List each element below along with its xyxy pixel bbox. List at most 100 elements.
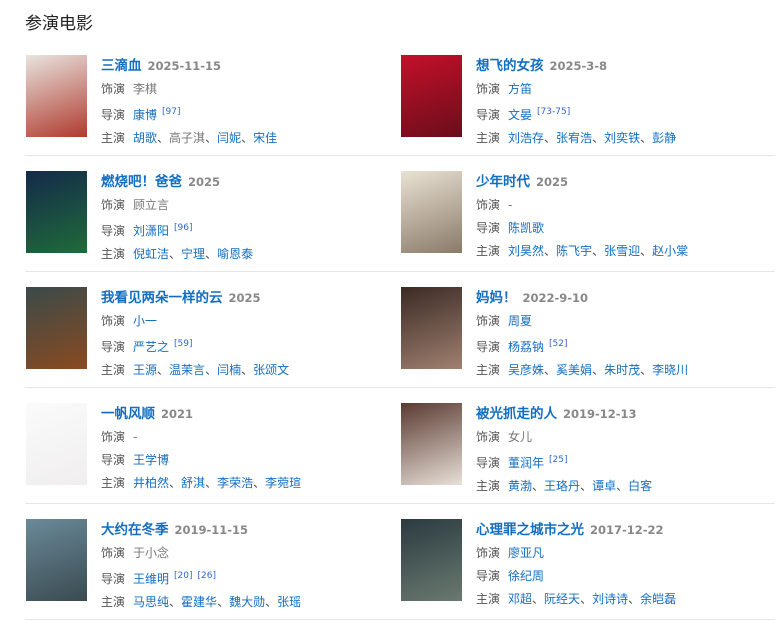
- cast-member[interactable]: 余皑磊: [640, 592, 677, 606]
- cast-member[interactable]: 白客: [628, 479, 653, 493]
- director-link[interactable]: 刘潇阳: [133, 224, 170, 238]
- cast-member[interactable]: 李菀瑄: [265, 476, 302, 490]
- director-link[interactable]: 徐纪周: [508, 569, 545, 583]
- reference-link[interactable]: [20]: [174, 571, 193, 581]
- movie-title[interactable]: 大约在冬季: [101, 522, 169, 538]
- cast-member[interactable]: 黄渤: [508, 479, 533, 493]
- cast-member[interactable]: 陈飞宇: [556, 244, 593, 258]
- cast-member[interactable]: 喻恩泰: [217, 247, 254, 261]
- movie-title[interactable]: 我看见两朵一样的云: [101, 290, 223, 306]
- movie-title[interactable]: 少年时代: [476, 174, 530, 190]
- cast-member[interactable]: 宋佳: [253, 131, 278, 145]
- role-name[interactable]: 小一: [133, 314, 158, 328]
- role-name[interactable]: 周夏: [508, 314, 533, 328]
- cast-member[interactable]: 马思纯: [133, 595, 170, 609]
- director-label: 导演: [476, 569, 501, 583]
- cast-label: 主演: [476, 131, 501, 145]
- reference-link[interactable]: [97]: [162, 107, 181, 117]
- cast-member[interactable]: 谭卓: [592, 479, 617, 493]
- movie-title[interactable]: 心理罪之城市之光: [476, 522, 584, 538]
- cast-member[interactable]: 张雪迎: [604, 244, 641, 258]
- movie-card: 三滴血 2025-11-15 饰演 李棋 导演 康博 [97] 主演 胡歌、高子淇、闫妮、…: [25, 40, 400, 156]
- cast-member[interactable]: 彭静: [652, 131, 677, 145]
- cast-member[interactable]: 李晓川: [652, 363, 689, 377]
- director-link[interactable]: 杨荔钠: [508, 340, 545, 354]
- cast-member[interactable]: 闫妮: [217, 131, 242, 145]
- movie-poster[interactable]: [26, 287, 87, 369]
- movie-poster[interactable]: [401, 519, 462, 601]
- movie-poster[interactable]: [401, 55, 462, 137]
- role-label: 饰演: [476, 430, 501, 444]
- director-label: 导演: [101, 572, 126, 586]
- cast-member[interactable]: 霍建华: [181, 595, 218, 609]
- separator: 、: [265, 595, 278, 609]
- movie-poster[interactable]: [401, 403, 462, 485]
- director-link[interactable]: 陈凯歌: [508, 221, 545, 235]
- reference-link[interactable]: [26]: [197, 571, 216, 581]
- cast-member[interactable]: 胡歌: [133, 131, 158, 145]
- movie-poster[interactable]: [401, 171, 462, 253]
- release-date: 2019-12-13: [563, 407, 637, 421]
- cast-member[interactable]: 李荣浩: [217, 476, 254, 490]
- reference-link[interactable]: [25]: [549, 455, 568, 465]
- cast-member[interactable]: 朱时茂: [604, 363, 641, 377]
- cast-member[interactable]: 倪虹洁: [133, 247, 170, 261]
- role-label: 饰演: [476, 546, 501, 560]
- cast-member[interactable]: 张宥浩: [556, 131, 593, 145]
- cast-member[interactable]: 王珞丹: [544, 479, 581, 493]
- cast-member[interactable]: 宁理: [181, 247, 206, 261]
- reference-link[interactable]: [52]: [549, 339, 568, 349]
- reference-link[interactable]: [96]: [174, 223, 193, 233]
- release-date: 2017-12-22: [590, 523, 664, 537]
- separator: 、: [532, 479, 545, 493]
- director-link[interactable]: 康博: [133, 108, 158, 122]
- movie-title[interactable]: 妈妈！: [476, 290, 517, 306]
- movie-card: 燃烧吧！爸爸 2025 饰演 顾立言 导演 刘潇阳 [96] 主演 倪虹洁、宁理、喻恩泰: [25, 156, 400, 272]
- role-name[interactable]: 廖亚凡: [508, 546, 545, 560]
- movie-title[interactable]: 三滴血: [101, 58, 142, 74]
- director-link[interactable]: 王维明: [133, 572, 170, 586]
- cast-member[interactable]: 张瑶: [277, 595, 302, 609]
- director-link[interactable]: 董润年: [508, 456, 545, 470]
- reference-link[interactable]: [59]: [174, 339, 193, 349]
- role-name[interactable]: 方笛: [508, 82, 533, 96]
- reference-link[interactable]: [73-75]: [537, 107, 571, 117]
- cast-member[interactable]: 邓超: [508, 592, 533, 606]
- movie-title[interactable]: 被光抓走的人: [476, 406, 557, 422]
- movie-poster[interactable]: [26, 171, 87, 253]
- movie-poster[interactable]: [26, 403, 87, 485]
- cast-member[interactable]: 刘浩存: [508, 131, 545, 145]
- cast-member[interactable]: 王源: [133, 363, 158, 377]
- director-label: 导演: [101, 224, 126, 238]
- separator: 、: [157, 363, 170, 377]
- movie-title[interactable]: 想飞的女孩: [476, 58, 544, 74]
- cast-member[interactable]: 吴彦姝: [508, 363, 545, 377]
- movie-card: 我看见两朵一样的云 2025 饰演 小一 导演 严艺之 [59] 主演 王源、温茉言、闫楠…: [25, 272, 400, 388]
- cast-member[interactable]: 刘诗诗: [592, 592, 629, 606]
- movie-poster[interactable]: [401, 287, 462, 369]
- cast-member[interactable]: 张颂文: [253, 363, 290, 377]
- movie-title[interactable]: 燃烧吧！爸爸: [101, 174, 182, 190]
- separator: 、: [580, 479, 593, 493]
- director-link[interactable]: 王学博: [133, 453, 170, 467]
- cast-member[interactable]: 奚美娟: [556, 363, 593, 377]
- role-name: 于小念: [133, 546, 170, 560]
- cast-member[interactable]: 魏大勋: [229, 595, 266, 609]
- cast-member[interactable]: 阮经天: [544, 592, 581, 606]
- movie-poster[interactable]: [26, 55, 87, 137]
- separator: 、: [241, 363, 254, 377]
- cast-member[interactable]: 赵小棠: [652, 244, 689, 258]
- movie-poster[interactable]: [26, 519, 87, 601]
- cast-member[interactable]: 舒淇: [181, 476, 206, 490]
- release-date: 2025: [228, 291, 261, 305]
- movie-title[interactable]: 一帆风顺: [101, 406, 155, 422]
- cast-member[interactable]: 温茉言: [169, 363, 206, 377]
- director-link[interactable]: 文晏: [508, 108, 533, 122]
- cast-member[interactable]: 井柏然: [133, 476, 170, 490]
- cast-member[interactable]: 刘昊然: [508, 244, 545, 258]
- director-link[interactable]: 严艺之: [133, 340, 170, 354]
- role-name: 女儿: [508, 430, 533, 444]
- cast-member[interactable]: 刘奕铁: [604, 131, 641, 145]
- cast-member[interactable]: 闫楠: [217, 363, 242, 377]
- role-label: 饰演: [476, 82, 501, 96]
